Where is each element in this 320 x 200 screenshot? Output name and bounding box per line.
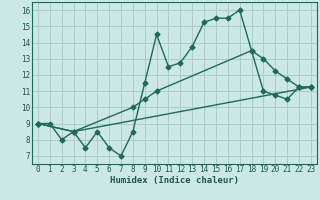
- X-axis label: Humidex (Indice chaleur): Humidex (Indice chaleur): [110, 176, 239, 185]
